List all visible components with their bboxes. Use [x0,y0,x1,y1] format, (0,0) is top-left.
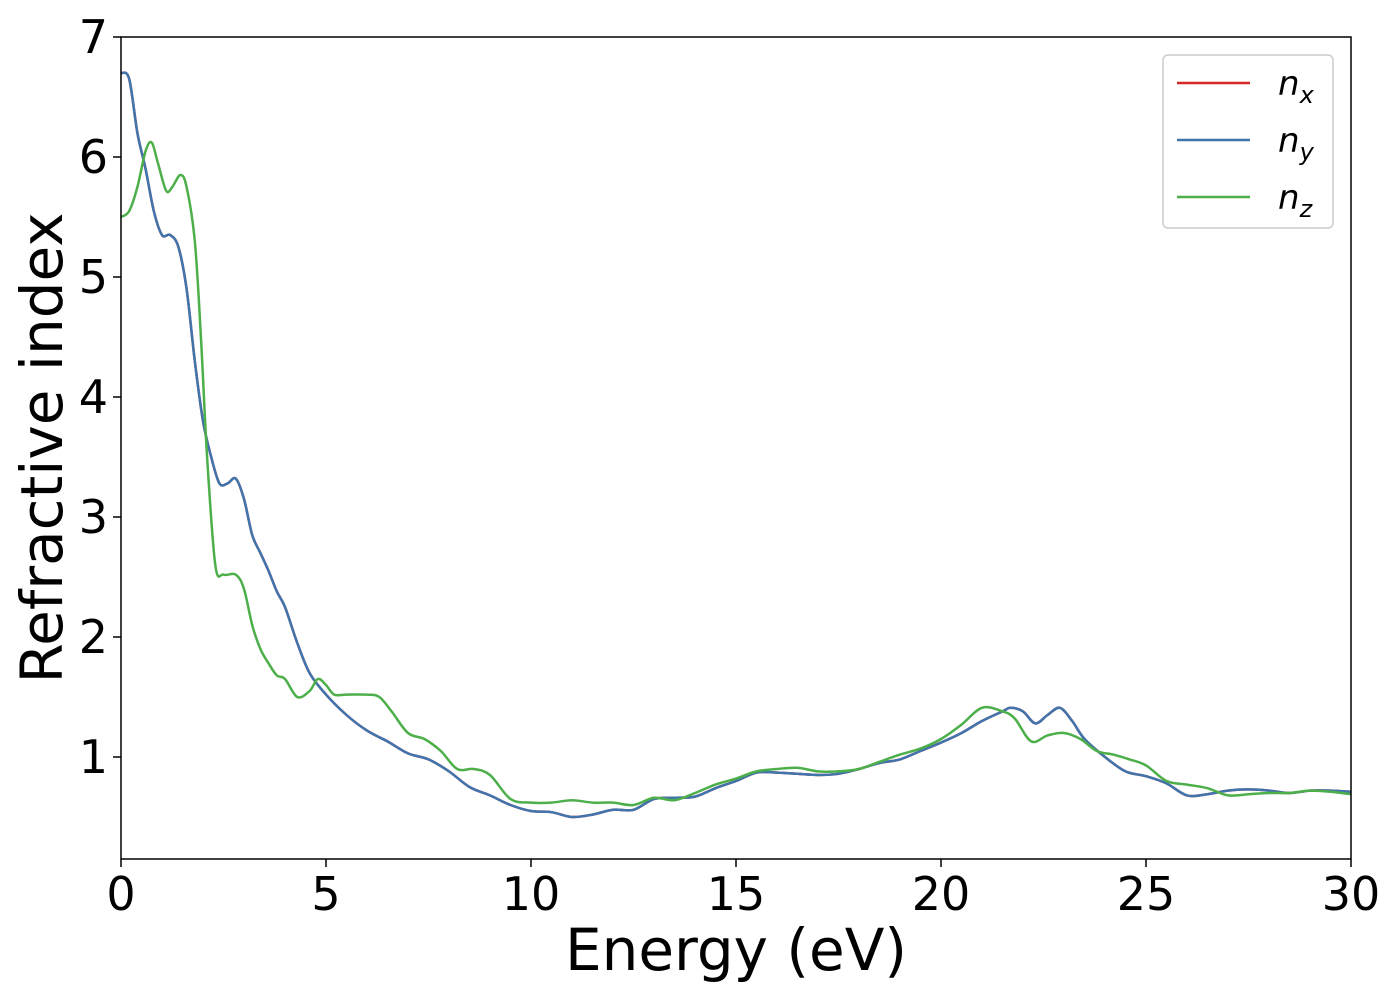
y-tick-label: 4 [79,370,108,424]
y-tick-label: 3 [79,490,108,544]
series-line-y [120,71,1352,819]
series-lines [120,71,1352,819]
y-axis-ticks: 1 2 3 4 5 6 7 [79,10,121,784]
x-tick-label: 15 [707,867,766,921]
x-tick-label: 5 [311,867,340,921]
x-tick-label: 0 [106,867,135,921]
y-tick-label: 6 [79,130,108,184]
x-axis-ticks: 0 5 10 15 20 25 30 [106,859,1380,921]
x-tick-label: 10 [502,867,561,921]
x-tick-label: 30 [1322,867,1381,921]
series-line-z [120,140,1352,807]
plot-background [121,37,1351,859]
y-tick-label: 7 [79,10,108,64]
x-tick-label: 25 [1117,867,1176,921]
y-axis-title: Refractive index [8,212,76,683]
y-tick-label: 1 [79,730,108,784]
y-tick-label: 5 [79,250,108,304]
y-tick-label: 2 [79,610,108,664]
x-tick-label: 20 [912,867,971,921]
x-axis-title: Energy (eV) [565,916,907,984]
legend-frame [1162,54,1334,229]
